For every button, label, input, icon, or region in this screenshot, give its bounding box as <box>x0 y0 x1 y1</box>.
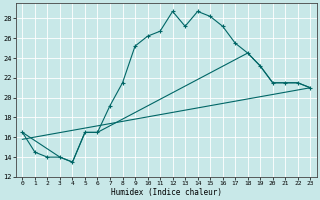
X-axis label: Humidex (Indice chaleur): Humidex (Indice chaleur) <box>111 188 222 197</box>
